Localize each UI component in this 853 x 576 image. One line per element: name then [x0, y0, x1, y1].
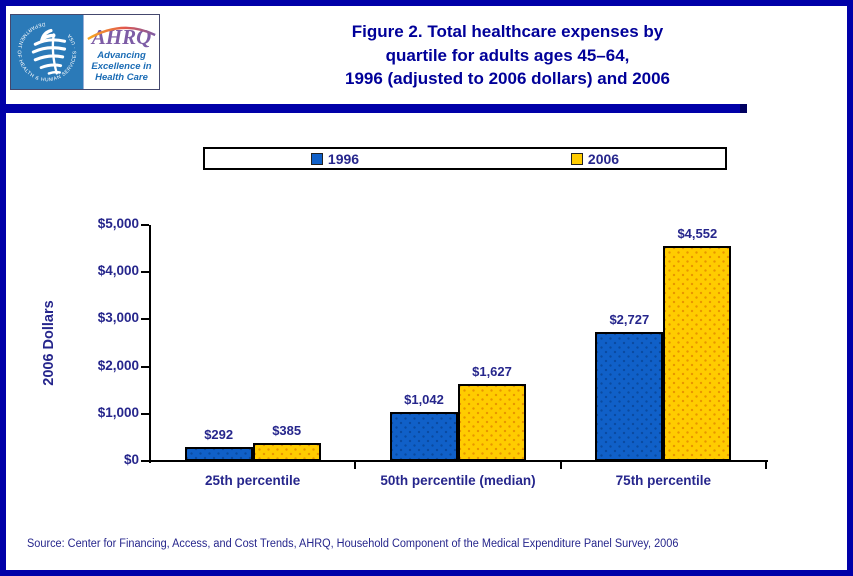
y-tick-label: $2,000	[97, 357, 139, 373]
x-tick	[559, 462, 562, 469]
x-category-label-25th-percentile: 25th percentile	[205, 473, 301, 488]
y-tick-label: $4,000	[97, 263, 139, 279]
legend-label: 2006	[587, 150, 620, 167]
y-axis-line	[149, 225, 151, 463]
figure-title-line: 1996 (adjusted to 2006 dollars) and 2006	[344, 69, 671, 88]
figure-title: Figure 2. Total healthcare expenses by q…	[175, 20, 840, 91]
hhs-logo: DEPARTMENT OF HEALTH & HUMAN SERVICES · …	[11, 15, 83, 89]
y-tick-label: $3,000	[97, 310, 139, 326]
legend-swatch-2006	[570, 152, 583, 165]
bar-2006-75th-percentile	[663, 246, 732, 461]
legend-item-2006: 2006	[465, 151, 725, 167]
x-tick	[354, 462, 357, 469]
y-tick	[141, 224, 149, 226]
ahrq-arc-icon	[87, 26, 156, 41]
agency-logo-block: DEPARTMENT OF HEALTH & HUMAN SERVICES · …	[10, 14, 160, 90]
y-tick	[141, 460, 149, 462]
bar-value-label-2006-50th-percentile-median: $1,627	[472, 364, 512, 380]
bar-value-label-1996-25th-percentile: $292	[204, 427, 234, 443]
x-axis-line	[149, 460, 768, 462]
bar-value-label-1996-75th-percentile: $2,727	[609, 312, 650, 328]
legend-label: 1996	[327, 150, 360, 167]
ahrq-tagline-line: Advancing	[97, 50, 146, 61]
y-tick-label: $5,000	[97, 216, 139, 231]
x-category-label-75th-percentile: 75th percentile	[615, 473, 711, 488]
y-tick	[141, 412, 149, 415]
bar-value-label-2006-25th-percentile: $385	[272, 422, 302, 438]
x-category-label-50th-percentile-median: 50th percentile (median)	[380, 473, 536, 488]
y-tick	[141, 318, 149, 321]
y-tick	[141, 365, 149, 368]
hhs-eagle-icon: DEPARTMENT OF HEALTH & HUMAN SERVICES · …	[16, 21, 78, 83]
ahrq-logo: AHRQ Advancing Excellence in Health Care	[83, 15, 159, 89]
bar-1996-75th-percentile	[595, 332, 664, 461]
bar-value-label-2006-75th-percentile: $4,552	[677, 226, 718, 242]
bar-2006-50th-percentile-median	[458, 384, 526, 461]
header-divider-bar	[6, 104, 747, 113]
legend-swatch-1996	[310, 152, 323, 165]
figure-title-line: Figure 2. Total healthcare expenses by	[351, 22, 664, 41]
bar-value-label-1996-50th-percentile-median: $1,042	[404, 391, 444, 407]
chart-legend: 1996 2006	[203, 147, 727, 170]
bar-2006-25th-percentile	[252, 442, 321, 461]
ahrq-tagline-line: Health Care	[95, 71, 148, 83]
y-tick-label: $0	[123, 452, 139, 467]
legend-item-1996: 1996	[205, 151, 465, 167]
y-tick	[141, 271, 149, 274]
x-tick	[765, 462, 767, 469]
bar-1996-50th-percentile-median	[390, 411, 458, 461]
ahrq-tagline-line: Excellence in	[91, 60, 152, 72]
header-divider-tip	[740, 104, 747, 113]
figure-title-line: quartile for adults ages 45–64,	[385, 45, 630, 65]
y-tick-label: $1,000	[97, 404, 139, 420]
bar-1996-25th-percentile	[184, 447, 253, 461]
source-note: Source: Center for Financing, Access, an…	[27, 538, 679, 550]
ahrq-tagline: Advancing Excellence in Health Care	[91, 50, 152, 84]
